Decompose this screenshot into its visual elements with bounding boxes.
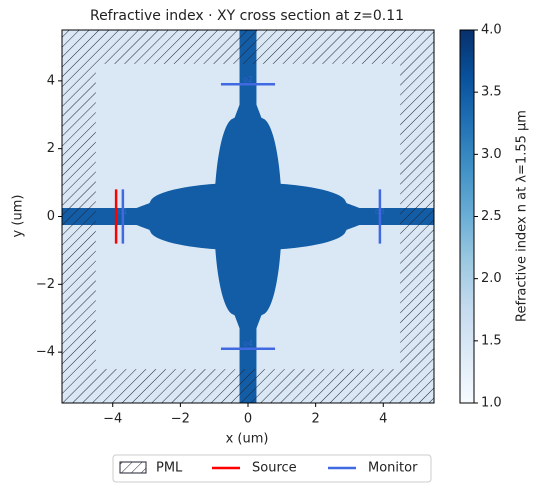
x-tick-label: −4 xyxy=(103,412,122,427)
monitor-label: o4 xyxy=(243,339,253,348)
colorbar-tick-label: 3.5 xyxy=(481,85,502,100)
legend xyxy=(112,454,432,483)
legend-pml-swatch xyxy=(119,461,147,474)
x-tick-label: 0 xyxy=(244,412,252,427)
y-tick-label: 0 xyxy=(47,209,55,224)
colorbar-tick-label: 2.0 xyxy=(481,271,502,286)
y-tick-label: 4 xyxy=(47,73,55,88)
x-tick-label: 4 xyxy=(379,412,387,427)
chart-title: Refractive index · XY cross section at z… xyxy=(90,8,404,24)
monitor-label: o3 xyxy=(375,207,385,216)
colorbar-tick-label: 2.5 xyxy=(481,209,502,224)
y-axis-label: y (um) xyxy=(11,195,26,238)
waveguide-vertical xyxy=(214,30,282,403)
legend-label: PML xyxy=(156,461,183,476)
x-tick-label: 2 xyxy=(311,412,319,427)
x-tick-label: −2 xyxy=(171,412,190,427)
colorbar-tick-label: 1.5 xyxy=(481,333,502,348)
colorbar-tick-label: 1.0 xyxy=(481,396,502,411)
y-tick-label: −4 xyxy=(36,345,55,360)
legend-label: Source xyxy=(252,461,297,476)
y-tick-label: 2 xyxy=(47,141,55,156)
colorbar xyxy=(459,29,475,404)
monitor-label: o1 xyxy=(118,207,128,216)
plot-area xyxy=(62,30,434,403)
colorbar-label: Refractive index n at λ=1.55 μm xyxy=(515,110,530,322)
y-tick-label: −2 xyxy=(36,277,55,292)
legend-label: Monitor xyxy=(368,461,418,476)
colorbar-tick-label: 4.0 xyxy=(481,23,502,38)
x-axis-label: x (um) xyxy=(226,432,269,447)
monitor-label: o2 xyxy=(243,75,253,84)
colorbar-tick-label: 3.0 xyxy=(481,147,502,162)
